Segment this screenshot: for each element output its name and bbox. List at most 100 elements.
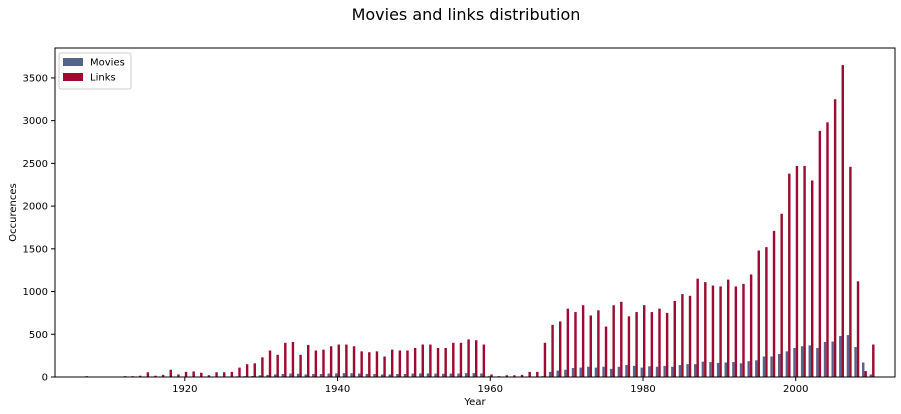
bar-links [177,374,180,377]
bar-links [161,374,165,377]
bar-links [261,357,264,377]
bar-links [811,180,814,377]
y-axis-label: Occurences [8,183,19,241]
bar-movies [266,374,269,377]
bar-links [856,281,860,377]
legend-label: Links [90,73,116,84]
bar-links [268,350,272,377]
bar-links [475,340,478,377]
bar-links [727,279,730,377]
bar-movies [862,362,865,377]
bar-links [391,349,394,377]
bar-links [352,346,356,377]
bar-links [322,349,325,377]
bar-links [849,166,852,377]
bar-links [459,342,463,377]
bar-links [566,308,570,377]
bar-links [192,371,195,377]
bar-movies [709,362,712,377]
bar-links [337,344,340,377]
bar-movies [403,374,407,377]
bar-links [788,173,791,377]
bar-links [719,286,722,377]
bar-movies [327,373,330,377]
axis-ticks: 1920 1940 1960 1980 2000 0 500 1000 1500 2000 2500… [23,73,809,395]
bar-movies [869,374,873,377]
bar-links [803,165,806,377]
bar-movies [808,345,811,377]
bar-movies [434,373,437,377]
bar-movies [648,366,651,377]
bar-movies [380,374,384,377]
bar-movies [854,347,857,377]
bar-movies [632,365,636,377]
bar-links [696,278,699,377]
bar-links [520,374,524,377]
bar-movies [258,375,262,377]
bar-movies [419,373,422,377]
chart-title: Movies and links distribution [352,5,581,24]
bar-movies [342,373,346,377]
bar-movies [663,365,666,377]
bar-movies [839,335,842,377]
bar-movies [617,366,621,377]
x-tick-label: 1920 [172,384,197,395]
bar-movies [671,366,674,377]
bar-links [284,342,287,377]
bar-links [436,347,440,377]
bar-movies [571,368,575,377]
bar-movies [694,364,697,377]
y-tick-label: 500 [29,330,48,341]
bar-links [604,326,608,377]
bar-links [200,372,203,377]
y-tick-label: 1500 [23,244,48,255]
bar-movies [281,374,285,377]
bar-links [238,367,241,377]
bar-movies [319,374,323,377]
bar-links [505,375,508,377]
bar-links [245,364,249,377]
bar-movies [274,374,277,377]
bar-movies [785,351,789,377]
x-tick-label: 1980 [630,384,655,395]
bar-movies [831,341,834,377]
bar-movies [365,374,369,377]
bar-links [184,371,188,377]
bar-movies [388,374,391,377]
bar-movies [480,373,483,377]
bar-links [627,316,631,377]
bar-links [215,372,218,377]
bar-links [864,371,867,377]
x-tick-label: 1960 [478,384,503,395]
bar-links [368,352,371,377]
bar-links [513,375,516,377]
bar-links [765,247,768,377]
bar-links [154,375,157,377]
bar-links [490,374,493,377]
bar-movies [778,353,781,377]
bar-movies [396,374,399,377]
y-tick-label: 3000 [23,116,48,127]
bar-movies [625,365,628,377]
bar-links [772,230,776,377]
bar-links [383,356,386,377]
bar-movies [770,356,773,377]
x-axis-label: Year [463,397,486,408]
y-tick-label: 3500 [23,73,48,84]
bar-links [413,347,417,377]
bar-links [643,305,646,377]
y-tick-label: 2000 [23,202,48,213]
bar-links [429,344,432,377]
bars [83,65,875,378]
bar-movies [739,363,743,377]
bar-movies [816,347,819,377]
bar-movies [762,356,766,377]
bar-movies [594,367,598,377]
bar-movies [442,373,445,377]
bar-movies [251,375,254,377]
bar-links [650,312,654,377]
bar-links [559,321,562,377]
bar-links [253,363,256,377]
bar-links [795,165,799,377]
